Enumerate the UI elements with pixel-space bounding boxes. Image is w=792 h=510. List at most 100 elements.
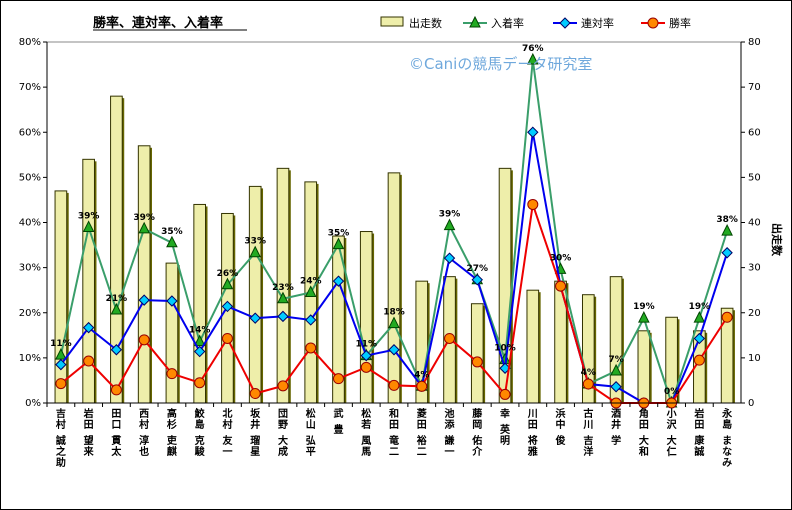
win-rate-point — [388, 379, 400, 391]
left-tick-label: 0% — [25, 398, 41, 409]
category-label: 高杉 吏麒 — [167, 407, 178, 458]
top2-rate-point — [138, 294, 150, 306]
category-label: 小沢 大仁 — [666, 407, 678, 458]
win-rate-point — [332, 373, 344, 385]
bar-start-count — [526, 289, 540, 404]
category-label: 浜中 俊 — [556, 407, 566, 447]
place-rate-point — [82, 220, 95, 232]
category-label: 田口 貫太 — [110, 408, 122, 458]
top2-rate-point — [443, 252, 456, 264]
place-rate-point — [277, 291, 289, 304]
place-rate-point — [721, 223, 733, 236]
top2-rate-point — [721, 247, 733, 259]
bar-start-count — [193, 203, 207, 404]
right-tick-label: 60 — [748, 127, 761, 138]
win-rate-point — [249, 388, 261, 400]
data-label: 10% — [494, 344, 516, 354]
category-label: 和田 竜二 — [388, 407, 399, 458]
right-tick-label: 80 — [748, 37, 761, 48]
axes: 0% 10% 20% 30% 40% 50% 60% 70% 80% 0 10 20 30 40 50 60 7… — [19, 37, 761, 469]
win-rate-point — [110, 384, 122, 396]
legend-label: 出走数 — [409, 16, 442, 30]
category-label: 岩田 望来 — [83, 407, 95, 458]
win-rate-point — [527, 198, 539, 210]
place-rate-point — [388, 316, 400, 329]
left-tick-label: 20% — [19, 308, 41, 319]
right-tick-label: 0 — [748, 398, 754, 409]
win-rate-point — [416, 380, 428, 392]
win-rate-point — [138, 334, 150, 346]
left-tick-label: 80% — [19, 37, 41, 48]
top2-rate-point — [305, 314, 317, 326]
data-label: 35% — [328, 229, 350, 239]
category-label: 団野 大成 — [278, 408, 288, 458]
place-rate-point — [526, 52, 539, 65]
category-label: 武 豊 — [333, 407, 343, 436]
top2-rate-point — [193, 345, 206, 358]
right-tick-label: 10 — [748, 353, 761, 364]
data-label: 38% — [716, 215, 738, 225]
data-label: 39% — [133, 213, 155, 223]
bar-start-count — [137, 145, 151, 404]
data-label: 7% — [608, 355, 623, 365]
left-tick-label: 60% — [19, 127, 41, 138]
left-tick-label: 30% — [19, 263, 41, 274]
win-rate-point — [582, 378, 594, 390]
bar-start-count — [637, 330, 651, 404]
top2-rate-point — [166, 295, 178, 307]
win-rate-point — [444, 332, 456, 344]
category-label: 川田 将雅 — [527, 408, 538, 458]
data-label: 35% — [161, 227, 183, 237]
place-rate-point — [166, 235, 178, 248]
data-label: 23% — [272, 283, 294, 293]
top2-rate-point — [55, 358, 67, 371]
data-label: 33% — [244, 237, 266, 247]
category-label: 松若 風馬 — [360, 407, 371, 458]
place-rate-point — [304, 285, 317, 297]
legend-swatch-marker — [647, 17, 659, 29]
place-rate-point — [693, 311, 706, 323]
bar-start-count — [470, 303, 484, 404]
top2-rate-point — [527, 126, 539, 138]
top2-rate-point — [471, 274, 483, 286]
win-rate-point — [555, 280, 567, 292]
top2-rate-point — [277, 310, 289, 323]
data-label: 19% — [689, 302, 711, 312]
win-rate-point — [721, 311, 733, 323]
category-label: 池添 謙一 — [445, 407, 456, 458]
top2-rate-point — [693, 332, 706, 345]
right-tick-label: 70 — [748, 82, 761, 93]
category-label: 角田 大和 — [638, 407, 649, 458]
data-label: 76% — [522, 44, 544, 54]
data-label: 39% — [78, 211, 100, 221]
win-rate-point — [194, 377, 206, 389]
chart-title: 勝率、連対率、入着率 — [93, 15, 223, 31]
legend-label: 勝率 — [669, 16, 691, 30]
right-tick-label: 20 — [748, 308, 761, 319]
right-axis-label: 出走数 — [770, 223, 784, 257]
category-label: 幸 英明 — [499, 407, 511, 447]
data-label: 14% — [189, 326, 211, 336]
data-label: 0% — [664, 387, 679, 397]
place-rate-point — [638, 311, 650, 323]
top2-rate-point — [82, 321, 95, 334]
category-label: 酒井 学 — [611, 407, 621, 447]
top2-rate-point — [388, 344, 400, 356]
lines-series — [55, 52, 733, 409]
top2-rate-point — [110, 344, 123, 356]
bar-start-count — [165, 262, 179, 404]
top2-rate-point — [360, 349, 372, 362]
bar-start-count — [387, 172, 401, 404]
category-label: 永島 まなみ — [721, 407, 733, 469]
data-label: 26% — [217, 269, 239, 279]
bar-start-count — [54, 190, 68, 404]
legend: 出走数 入着率 連対率 勝率 — [380, 15, 691, 30]
data-label: 19% — [633, 302, 655, 312]
data-label: 39% — [439, 210, 461, 220]
legend-swatch-marker — [559, 17, 571, 29]
win-rate-point — [83, 355, 95, 367]
category-label: 松山 弘平 — [306, 407, 316, 458]
top2-rate-point — [610, 381, 622, 393]
place-rate-point — [332, 237, 345, 250]
category-label: 北村 友一 — [222, 407, 232, 458]
